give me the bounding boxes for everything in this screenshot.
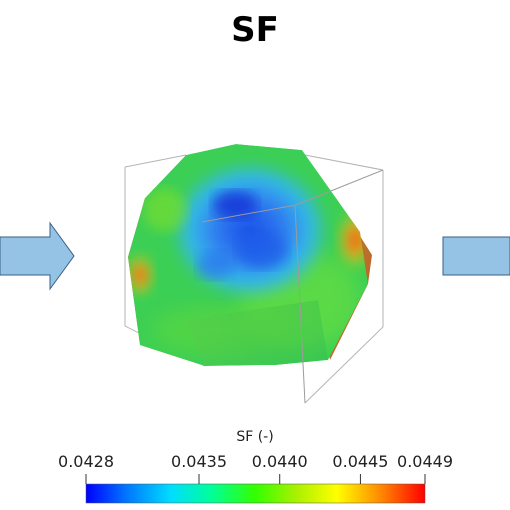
colorbar-title: SF (-) [236,429,274,445]
colorbar-tick-label: 0.0428 [58,452,114,471]
colorbar-tick-label: 0.0440 [251,452,308,471]
crystal-body [128,144,368,366]
left-arrow [0,221,75,291]
colorbar-tick-label: 0.0435 [171,452,227,471]
colorbar [85,483,426,504]
bounding-box-front [201,169,384,404]
figure-title: SF [231,10,279,50]
colorbar-tick-label: 0.0445 [332,452,389,471]
colorbar-ticks [85,474,426,484]
right-arrow [442,236,510,276]
colorbar-tick-label: 0.0449 [397,452,453,471]
